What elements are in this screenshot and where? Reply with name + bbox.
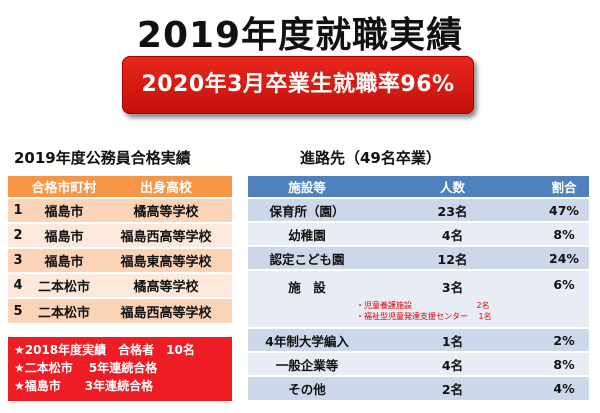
row-ratio: 8%	[539, 221, 589, 246]
row-count: 4名	[366, 351, 539, 376]
header-facility: 施設等	[248, 176, 366, 198]
table-row: 5 二本松市 福島西高等学校	[8, 297, 232, 323]
row-count: 4名	[366, 221, 539, 246]
row-facility: 保育所（園）	[248, 197, 366, 222]
exam-results-table: 合格市町村 出身高校 1 福島市 橘高等学校 2 福島市 福島西高等学校 3 福…	[8, 176, 232, 323]
row-facility: 4年制大学編入	[248, 327, 366, 352]
header-school: 出身高校	[100, 176, 232, 198]
row-facility: 認定こども園	[248, 245, 366, 270]
breakdown-item: ・児童養護施設 2名	[356, 300, 539, 311]
table-row: 施 設 3名 ・児童養護施設 2名 ・福祉型児童発達支援センター 1名 6%	[248, 269, 589, 328]
breakdown-label: ・児童養護施設	[356, 301, 412, 310]
career-table: 施設等 人数 割合 保育所（園） 23名 47% 幼稚園 4名 8% 認定こども…	[248, 176, 589, 400]
table-header-row: 施設等 人数 割合	[248, 176, 589, 198]
table-row: 4年制大学編入 1名 2%	[248, 327, 589, 352]
row-number: 5	[8, 297, 28, 323]
row-facility: 一般企業等	[248, 351, 366, 376]
table-row: 一般企業等 4名 8%	[248, 351, 589, 376]
row-number: 2	[8, 222, 28, 248]
row-number: 1	[8, 197, 28, 223]
header-number	[8, 176, 28, 198]
row-count: 12名	[366, 245, 539, 270]
breakdown-count: 1名	[478, 312, 492, 321]
row-facility: その他	[248, 375, 366, 400]
table-row: 1 福島市 橘高等学校	[8, 197, 232, 223]
row-school: 福島東高等学校	[100, 247, 232, 273]
breakdown-item: ・福祉型児童発達支援センター 1名	[356, 311, 539, 322]
employment-rate-banner: 2020年3月卒業生就職率96%	[122, 56, 474, 114]
row-count: 1名	[366, 327, 539, 352]
row-ratio: 24%	[539, 245, 589, 270]
career-heading: 進路先（49名卒業）	[300, 149, 441, 167]
row-facility: 幼稚園	[248, 221, 366, 246]
table-row: 保育所（園） 23名 47%	[248, 197, 589, 222]
table-row: 2 福島市 福島西高等学校	[8, 222, 232, 248]
note-line: ★2018年度実績 合格者 10名	[14, 343, 195, 357]
table-row: 4 二本松市 橘高等学校	[8, 272, 232, 298]
breakdown-label: ・福祉型児童発達支援センター	[356, 312, 468, 321]
table-row: 認定こども園 12名 24%	[248, 245, 589, 270]
header-ratio: 割合	[539, 176, 589, 198]
row-ratio: 8%	[539, 351, 589, 376]
header-city: 合格市町村	[28, 176, 100, 198]
row-school: 福島西高等学校	[100, 297, 232, 323]
row-school: 福島西高等学校	[100, 222, 232, 248]
facility-breakdown: ・児童養護施設 2名 ・福祉型児童発達支援センター 1名	[356, 300, 539, 322]
row-number: 4	[8, 272, 28, 298]
table-row: その他 2名 4%	[248, 375, 589, 400]
row-count-with-breakdown: 3名 ・児童養護施設 2名 ・福祉型児童発達支援センター 1名	[356, 269, 539, 328]
note-line: ★福島市 3年連続合格	[14, 379, 154, 393]
row-city: 二本松市	[28, 297, 100, 323]
row-count: 23名	[366, 197, 539, 222]
row-city: 二本松市	[28, 272, 100, 298]
row-ratio: 2%	[539, 327, 589, 352]
table-row: 幼稚園 4名 8%	[248, 221, 589, 246]
row-city: 福島市	[28, 222, 100, 248]
exam-notes-box: ★2018年度実績 合格者 10名 ★二本松市 5年連続合格 ★福島市 3年連続…	[8, 337, 232, 401]
breakdown-count: 2名	[476, 301, 490, 310]
header-count: 人数	[366, 176, 539, 198]
table-header-row: 合格市町村 出身高校	[8, 176, 232, 198]
page-title: 2019年度就職実績	[136, 15, 464, 56]
row-count: 2名	[366, 375, 539, 400]
note-line: ★二本松市 5年連続合格	[14, 361, 158, 375]
row-school: 橘高等学校	[100, 272, 232, 298]
row-city: 福島市	[28, 247, 100, 273]
row-count: 3名	[441, 280, 464, 295]
row-city: 福島市	[28, 197, 100, 223]
row-school: 橘高等学校	[100, 197, 232, 223]
row-number: 3	[8, 247, 28, 273]
row-ratio: 6%	[539, 269, 589, 328]
row-ratio: 47%	[539, 197, 589, 222]
table-row: 3 福島市 福島東高等学校	[8, 247, 232, 273]
row-facility: 施 設	[248, 269, 366, 328]
row-ratio: 4%	[539, 375, 589, 400]
exam-results-heading: 2019年度公務員合格実績	[14, 149, 191, 167]
